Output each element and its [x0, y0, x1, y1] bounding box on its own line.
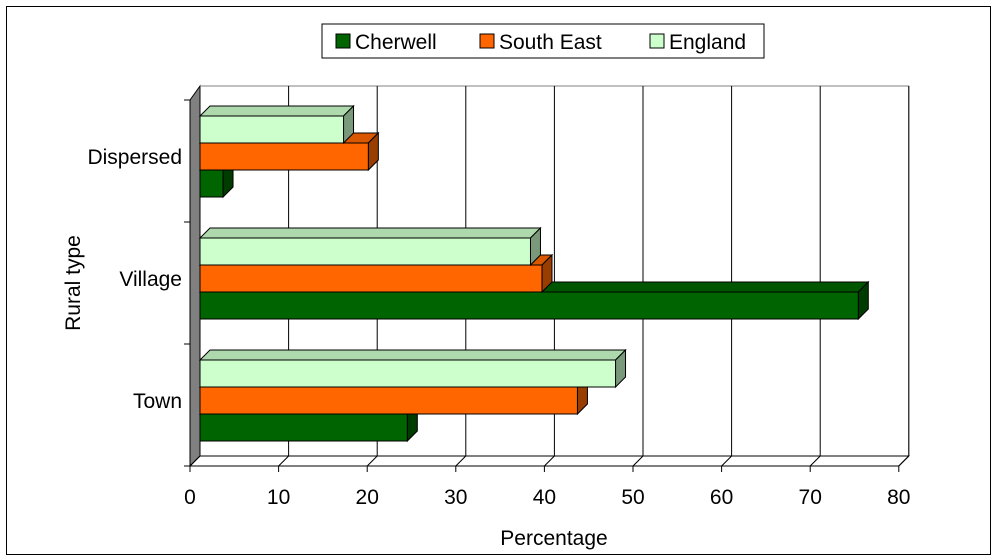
legend-swatch-south-east — [479, 33, 495, 49]
floor-gridline — [366, 455, 378, 467]
bar-cherwell-village — [199, 291, 859, 320]
floor-gridline — [898, 455, 910, 467]
x-axis-title: Percentage — [500, 527, 607, 550]
y-axis-title: Rural type — [62, 235, 85, 331]
legend-label-england: England — [669, 31, 746, 54]
floor-gridline — [809, 455, 821, 467]
side-wall — [189, 84, 201, 468]
x-tick-label: 30 — [444, 486, 467, 509]
x-tick-label: 70 — [799, 486, 822, 509]
legend: Cherwell South East England — [321, 23, 765, 59]
legend-label-cherwell: Cherwell — [355, 31, 437, 54]
floor-gridline — [278, 455, 289, 467]
floor-gridline — [632, 455, 644, 467]
y-tick-label-town: Town — [133, 390, 182, 413]
bar-cherwell-dispersed — [199, 169, 224, 198]
x-tick-label: 20 — [356, 486, 379, 509]
legend-swatch-cherwell — [335, 33, 351, 49]
floor-gridline — [721, 455, 732, 467]
y-tick-label-dispersed: Dispersed — [87, 146, 182, 169]
legend-label-south-east: South East — [499, 31, 602, 54]
x-tick-label: 10 — [267, 486, 290, 509]
bar-cherwell-town — [199, 413, 408, 442]
bar-england-dispersed — [199, 115, 345, 144]
y-tick-label-village: Village — [119, 268, 182, 291]
x-tick-label: 80 — [887, 486, 910, 509]
floor-gridline — [544, 455, 555, 467]
bar-top-england-town — [198, 349, 627, 361]
floor-gridline — [189, 455, 201, 467]
x-tick-label: 50 — [621, 486, 644, 509]
legend-swatch-england — [649, 33, 665, 49]
legend-box — [321, 23, 765, 59]
floor-gridline — [455, 455, 467, 467]
x-tick-label: 40 — [533, 486, 556, 509]
bar-south-east-village — [199, 264, 543, 293]
x-tick-label: 60 — [710, 486, 733, 509]
x-tick-label: 0 — [184, 486, 196, 509]
bar-top-england-village — [198, 227, 542, 239]
bar-england-town — [199, 359, 617, 388]
bar-south-east-dispersed — [199, 142, 369, 171]
bar-south-east-town — [199, 386, 578, 415]
bar-england-village — [199, 237, 531, 266]
bar-top-england-dispersed — [198, 105, 355, 117]
